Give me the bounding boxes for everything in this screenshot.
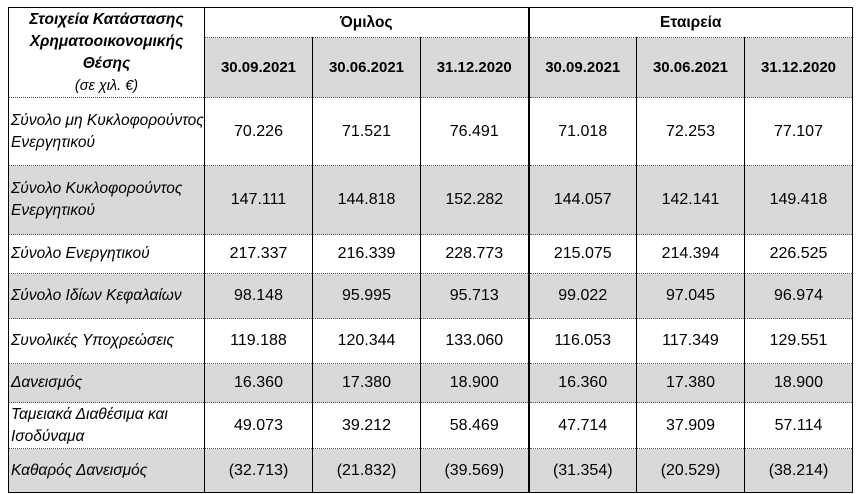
financial-position-table: Στοιχεία Κατάστασης Χρηματοοικονομικής Θ… (8, 6, 853, 493)
date-header: 30.06.2021 (312, 37, 421, 98)
value-cell: 71.018 (527, 97, 637, 166)
row-label: Συνολικές Υποχρεώσεις (8, 318, 205, 364)
value-cell: 16.360 (204, 363, 313, 403)
row-label: Σύνολο Ενεργητικού (8, 234, 205, 274)
value-cell: 98.148 (204, 273, 313, 319)
value-cell: 18.900 (420, 363, 529, 403)
value-cell: 215.075 (527, 234, 637, 274)
value-cell: 147.111 (204, 165, 313, 235)
value-cell: 129.551 (744, 318, 853, 364)
value-cell: 149.418 (744, 165, 853, 235)
value-cell: 142.141 (636, 165, 745, 235)
value-cell: 71.521 (312, 97, 421, 166)
table-row: Σύνολο Ενεργητικού 217.337 216.339 228.7… (8, 234, 853, 274)
group-header-omilos: Όμιλος (204, 6, 529, 39)
corner-unit: (σε χιλ. €) (74, 78, 139, 94)
value-cell: 39.212 (312, 402, 421, 449)
value-cell: 95.713 (420, 273, 529, 319)
value-cell: 77.107 (744, 97, 853, 166)
date-header: 30.09.2021 (527, 37, 637, 98)
value-cell: 116.053 (527, 318, 637, 364)
row-label: Σύνολο μη Κυκλοφορούντος Ενεργητικού (8, 97, 205, 166)
date-header: 31.12.2020 (420, 37, 529, 98)
value-cell: 70.226 (204, 97, 313, 166)
value-cell: 17.380 (312, 363, 421, 403)
value-cell: 37.909 (636, 402, 745, 449)
value-cell: (38.214) (744, 448, 853, 493)
value-cell: 72.253 (636, 97, 745, 166)
financial-position-table-wrapper: Στοιχεία Κατάστασης Χρηματοοικονομικής Θ… (8, 6, 853, 493)
value-cell: 76.491 (420, 97, 529, 166)
value-cell: 17.380 (636, 363, 745, 403)
row-label: Σύνολο Ιδίων Κεφαλαίων (8, 273, 205, 319)
row-label: Καθαρός Δανεισμός (8, 448, 205, 493)
value-cell: 95.995 (312, 273, 421, 319)
value-cell: 57.114 (744, 402, 853, 449)
value-cell: 117.349 (636, 318, 745, 364)
table-row: Σύνολο μη Κυκλοφορούντος Ενεργητικού 70.… (8, 97, 853, 166)
table-row: Ταμειακά Διαθέσιμα και Ισοδύναμα 49.073 … (8, 402, 853, 449)
value-cell: 119.188 (204, 318, 313, 364)
row-label: Σύνολο Κυκλοφορούντος Ενεργητικού (8, 165, 205, 235)
table-row: Σύνολο Κυκλοφορούντος Ενεργητικού 147.11… (8, 165, 853, 235)
value-cell: 214.394 (636, 234, 745, 274)
value-cell: 99.022 (527, 273, 637, 319)
value-cell: (21.832) (312, 448, 421, 493)
table-row: Σύνολο Ιδίων Κεφαλαίων 98.148 95.995 95.… (8, 273, 853, 319)
value-cell: 97.045 (636, 273, 745, 319)
value-cell: 49.073 (204, 402, 313, 449)
value-cell: (20.529) (636, 448, 745, 493)
row-label: Ταμειακά Διαθέσιμα και Ισοδύναμα (8, 402, 205, 449)
table-row: Δανεισμός 16.360 17.380 18.900 16.360 17… (8, 363, 853, 403)
value-cell: 47.714 (527, 402, 637, 449)
value-cell: 96.974 (744, 273, 853, 319)
value-cell: 133.060 (420, 318, 529, 364)
value-cell: 144.057 (527, 165, 637, 235)
group-header-etaireia: Εταιρεία (527, 6, 853, 39)
value-cell: 226.525 (744, 234, 853, 274)
value-cell: (39.569) (420, 448, 529, 493)
row-label: Δανεισμός (8, 363, 205, 403)
table-row: Συνολικές Υποχρεώσεις 119.188 120.344 13… (8, 318, 853, 364)
value-cell: 152.282 (420, 165, 529, 235)
value-cell: 217.337 (204, 234, 313, 274)
value-cell: 120.344 (312, 318, 421, 364)
value-cell: (32.713) (204, 448, 313, 493)
date-header: 31.12.2020 (744, 37, 853, 98)
table-corner-header: Στοιχεία Κατάστασης Χρηματοοικονομικής Θ… (8, 7, 205, 98)
value-cell: 58.469 (420, 402, 529, 449)
value-cell: (31.354) (527, 448, 637, 493)
table-row: Καθαρός Δανεισμός (32.713) (21.832) (39.… (8, 448, 853, 493)
value-cell: 144.818 (312, 165, 421, 235)
corner-title: Στοιχεία Κατάστασης Χρηματοοικονομικής Θ… (29, 11, 184, 72)
value-cell: 16.360 (527, 363, 637, 403)
value-cell: 228.773 (420, 234, 529, 274)
value-cell: 18.900 (744, 363, 853, 403)
date-header: 30.09.2021 (204, 37, 313, 98)
date-header: 30.06.2021 (636, 37, 745, 98)
value-cell: 216.339 (312, 234, 421, 274)
